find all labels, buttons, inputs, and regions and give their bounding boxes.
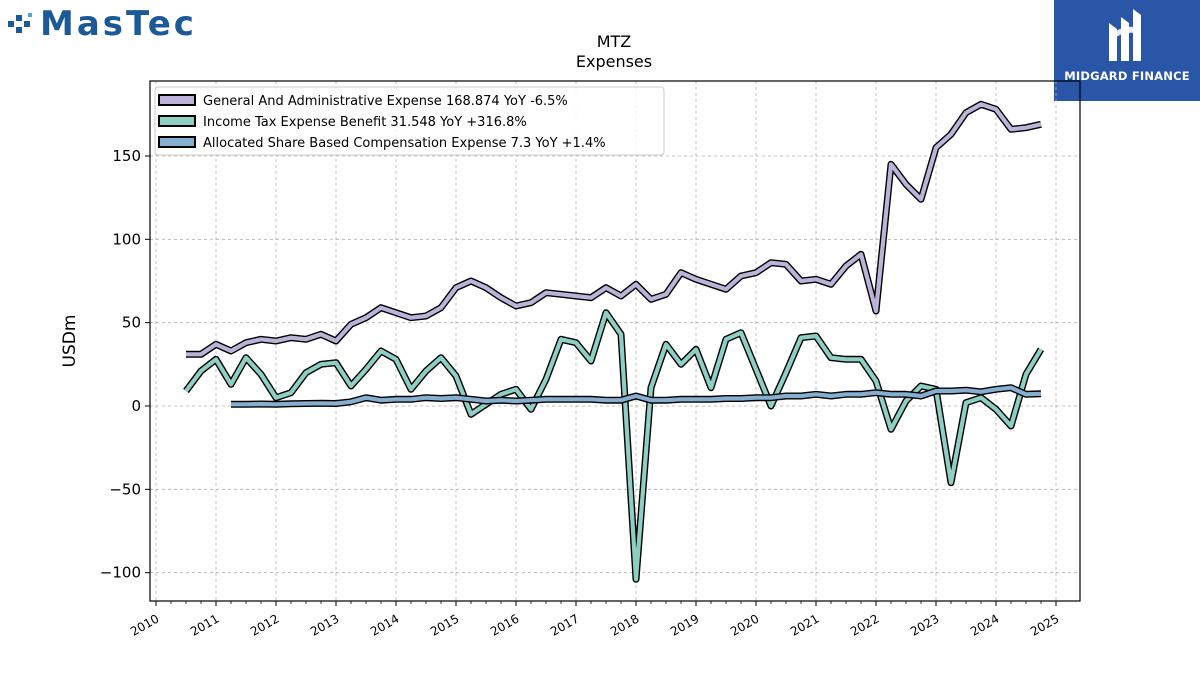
series-line-2: [231, 385, 1042, 407]
y-tick-label: 50: [122, 314, 141, 332]
x-tick-label: 2017: [548, 611, 581, 638]
x-tick-label: 2012: [248, 611, 281, 638]
series-line-1: [184, 310, 1043, 582]
x-tick-label: 2025: [1028, 611, 1061, 638]
x-tick-label: 2014: [368, 611, 401, 638]
x-tick-label: 2011: [188, 611, 221, 638]
x-tick-label: 2019: [668, 611, 701, 638]
series-outline-1: [183, 309, 1045, 583]
x-tick-label: 2013: [308, 611, 341, 638]
y-tick-label: 150: [112, 147, 141, 165]
legend-label-1: Income Tax Expense Benefit 31.548 YoY +3…: [203, 115, 527, 130]
chart-subtitle: Expenses: [575, 52, 653, 71]
x-axis: 2010 2011 2012 2013 2014 2015 2016 2017 2018 2019…: [128, 601, 1062, 639]
legend-label-0: General And Administrative Expense 168.8…: [203, 94, 568, 109]
x-tick-label: 2016: [488, 611, 521, 638]
x-tick-label: 2018: [608, 611, 641, 638]
series-line-0: [186, 102, 1042, 357]
plot-frame: [149, 80, 1081, 602]
y-axis-label: USDm: [60, 315, 80, 368]
mastec-logo-text: MasTec: [40, 4, 197, 44]
mastec-logo-icon: [8, 13, 32, 33]
x-tick-label: 2010: [128, 611, 161, 638]
midgard-finance-logo: MIDGARD FINANCE: [1054, 0, 1200, 101]
mastec-logo: MasTec: [8, 4, 197, 44]
legend-box: [154, 86, 665, 156]
legend-swatch-0: [158, 94, 196, 106]
series-lines: [183, 100, 1045, 583]
x-tick-label: 2022: [848, 611, 881, 638]
midgard-logo-text: MIDGARD FINANCE: [1064, 69, 1190, 83]
x-tick-label: 2015: [428, 611, 461, 638]
legend-swatch-1: [158, 115, 196, 127]
legend-label-2: Allocated Share Based Compensation Expen…: [203, 136, 606, 151]
midgard-emblem-icon: [1109, 9, 1141, 61]
y-tick-label: 0: [131, 397, 141, 415]
legend: General And Administrative Expense 168.8…: [154, 86, 665, 156]
x-tick-label: 2024: [968, 611, 1001, 638]
x-tick-label: 2023: [908, 611, 941, 638]
y-tick-label: 100: [112, 230, 141, 248]
y-tick-label: −50: [109, 480, 141, 498]
chart-title: MTZ: [596, 32, 632, 51]
x-tick-label: 2020: [728, 611, 761, 638]
x-tick-label: 2021: [788, 611, 821, 638]
y-axis: −100 −50 0 50 100 150: [100, 147, 150, 582]
legend-swatch-2: [158, 136, 196, 148]
y-tick-label: −100: [100, 564, 141, 582]
